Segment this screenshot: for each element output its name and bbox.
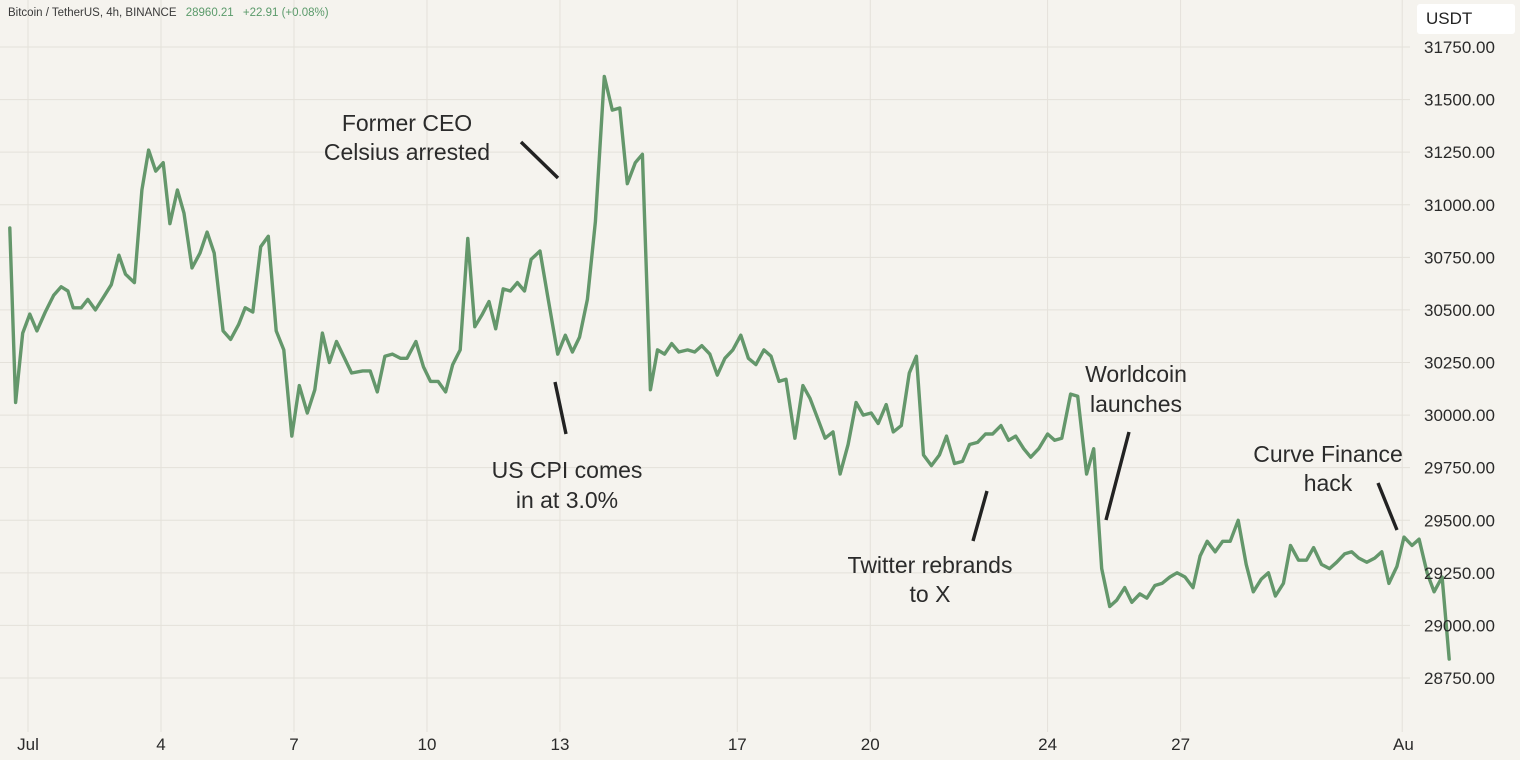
y-tick-label: 30750.00 bbox=[1424, 248, 1495, 267]
y-tick-label: 29000.00 bbox=[1424, 616, 1495, 635]
x-tick-label: 13 bbox=[550, 735, 569, 754]
y-tick-label: 31250.00 bbox=[1424, 143, 1495, 162]
annotation: Former CEO Celsius arrested bbox=[324, 110, 560, 180]
x-tick-label: 7 bbox=[289, 735, 298, 754]
annotation-text: hack bbox=[1304, 470, 1353, 496]
annotation-leader-line bbox=[519, 140, 560, 180]
annotations: Former CEO Celsius arrested US CPI comes in… bbox=[324, 110, 1403, 607]
x-tick-label: 24 bbox=[1038, 735, 1057, 754]
annotation-leader-line bbox=[553, 381, 568, 435]
annotation: Worldcoin launches bbox=[1085, 361, 1187, 521]
annotation: Curve Finance hack bbox=[1253, 441, 1403, 531]
annotation-text: to X bbox=[910, 581, 951, 607]
x-tick-label: 27 bbox=[1171, 735, 1190, 754]
y-tick-label: 29750.00 bbox=[1424, 459, 1495, 478]
x-tick-label: Au bbox=[1393, 735, 1414, 754]
y-tick-label: 31750.00 bbox=[1424, 38, 1495, 57]
symbol-label: Bitcoin / TetherUS, 4h, BINANCE bbox=[8, 7, 177, 19]
x-tick-label: Jul bbox=[17, 735, 39, 754]
annotation-text: Celsius arrested bbox=[324, 139, 490, 165]
annotation-leader-line bbox=[1376, 482, 1399, 531]
annotation-text: US CPI comes bbox=[492, 457, 643, 483]
x-tick-label: 4 bbox=[156, 735, 165, 754]
y-tick-label: 30000.00 bbox=[1424, 406, 1495, 425]
y-tick-label: 29500.00 bbox=[1424, 511, 1495, 530]
symbol-header: Bitcoin / TetherUS, 4h, BINANCE 28960.21… bbox=[8, 7, 329, 19]
annotation-text: Twitter rebrands bbox=[848, 552, 1013, 578]
annotation-text: Former CEO bbox=[342, 110, 472, 136]
annotation-leader-line bbox=[971, 490, 989, 542]
annotation-text: in at 3.0% bbox=[516, 487, 618, 513]
x-axis: Jul 4 7 10 13 17 20 24 27 Au bbox=[17, 735, 1414, 754]
last-price: 28960.21 bbox=[185, 7, 234, 19]
x-tick-label: 10 bbox=[418, 735, 437, 754]
price-series-line bbox=[8, 74, 1451, 661]
annotation-text: Worldcoin bbox=[1085, 361, 1187, 387]
annotation: Twitter rebrands to X bbox=[848, 490, 1013, 607]
x-tick-label: 17 bbox=[728, 735, 747, 754]
plot-area bbox=[8, 74, 1451, 661]
annotation: US CPI comes in at 3.0% bbox=[492, 381, 643, 513]
annotation-text: launches bbox=[1090, 391, 1182, 417]
y-tick-label: 30250.00 bbox=[1424, 354, 1495, 373]
annotation-leader-line bbox=[1104, 431, 1131, 521]
price-change: +22.91 (+0.08%) bbox=[242, 7, 329, 19]
grid-lines bbox=[0, 0, 1410, 732]
x-tick-label: 20 bbox=[861, 735, 880, 754]
currency-selector[interactable]: USDT bbox=[1417, 4, 1515, 34]
y-tick-label: 31000.00 bbox=[1424, 196, 1495, 215]
y-tick-label: 28750.00 bbox=[1424, 669, 1495, 688]
y-tick-label: 29250.00 bbox=[1424, 564, 1495, 583]
annotation-text: Curve Finance bbox=[1253, 441, 1403, 467]
y-axis: 31750.00 31500.00 31250.00 31000.00 30750.00… bbox=[1424, 38, 1495, 688]
y-tick-label: 31500.00 bbox=[1424, 91, 1495, 110]
y-tick-label: 30500.00 bbox=[1424, 301, 1495, 320]
